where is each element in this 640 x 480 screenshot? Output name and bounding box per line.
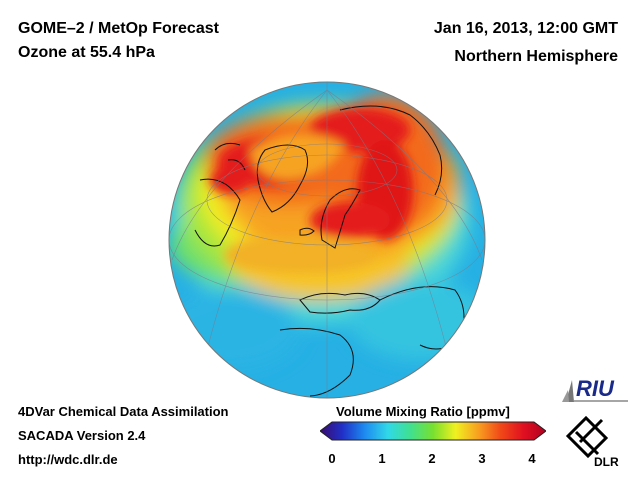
colorbar-tick-0: 0: [328, 451, 336, 466]
title-line-2: Ozone at 55.4 hPa: [18, 44, 155, 61]
dlr-logo: DLR: [565, 415, 619, 468]
iceland-outline: [299, 227, 315, 236]
siberia-coast: [339, 105, 443, 196]
scandinavia-outline: [320, 188, 361, 249]
riu-logo: RIU: [562, 376, 628, 402]
date-time: Jan 16, 2013, 12:00 GMT: [433, 20, 618, 37]
dlr-logo-text: DLR: [594, 455, 619, 468]
footer-url[interactable]: http://wdc.dlr.de: [18, 452, 118, 467]
europe-outline: [299, 292, 381, 314]
region-label: Northern Hemisphere: [454, 48, 618, 65]
footer-method: 4DVar Chemical Data Assimilation: [18, 404, 229, 419]
riu-logo-text: RIU: [576, 376, 615, 401]
canadian-archipelago: [214, 142, 246, 171]
colorbar-tick-3: 3: [478, 451, 486, 466]
colorbar-tick-4: 4: [528, 451, 536, 466]
greenland-outline: [256, 144, 309, 213]
colorbar-tick-1: 1: [378, 451, 386, 466]
africa-outline: [279, 327, 354, 397]
colorbar-tick-2: 2: [428, 451, 436, 466]
title-line-1: GOME–2 / MetOp Forecast: [18, 20, 219, 37]
footer-version: SACADA Version 2.4: [18, 428, 146, 443]
colorbar: [320, 421, 546, 441]
north-america-outline: [194, 178, 241, 247]
asia-outline: [379, 286, 465, 350]
colorbar-label: Volume Mixing Ratio [ppmv]: [336, 404, 510, 419]
